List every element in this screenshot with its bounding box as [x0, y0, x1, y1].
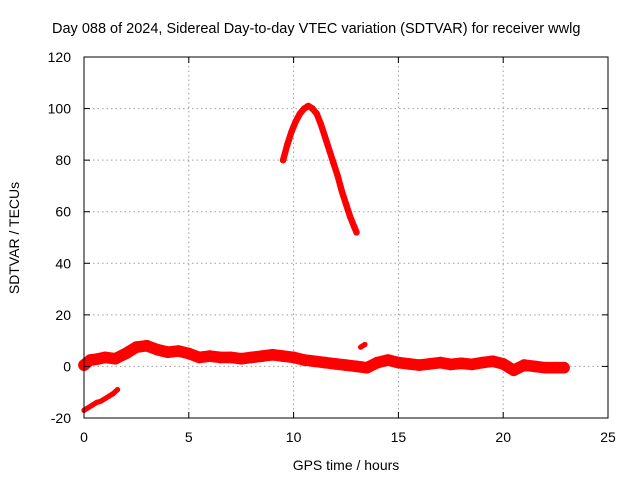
data-point — [99, 351, 111, 364]
data-point — [224, 351, 237, 364]
data-point — [497, 358, 510, 370]
y-tick-label: 80 — [55, 152, 71, 168]
data-point — [371, 356, 384, 369]
data-point — [361, 361, 373, 374]
x-tick-label: 0 — [80, 429, 88, 445]
data-point — [350, 360, 363, 373]
data-point — [382, 354, 394, 366]
y-tick-label: -20 — [51, 410, 71, 426]
data-point — [330, 159, 337, 166]
data-point — [549, 361, 562, 374]
data-point — [120, 347, 132, 360]
data-point — [183, 347, 195, 360]
data-point — [347, 213, 354, 221]
data-point — [288, 128, 295, 135]
x-tick-label: 5 — [185, 429, 193, 445]
data-point — [518, 359, 530, 371]
data-point — [313, 110, 320, 117]
data-point — [308, 355, 321, 368]
y-tick-label: 0 — [63, 358, 71, 374]
data-point — [321, 133, 329, 141]
axis-ticks: 0 5 10 15 20 25 -20 0 20 40 60 80 100 120 — [48, 49, 616, 445]
x-tick-label: 15 — [391, 429, 407, 445]
series-main-band — [78, 340, 570, 377]
plot-frame — [83, 56, 609, 419]
data-point — [256, 350, 269, 362]
data-point — [162, 346, 174, 359]
data-point — [204, 350, 216, 362]
data-point — [287, 351, 300, 364]
x-tick-label: 20 — [495, 429, 511, 445]
data-point — [558, 361, 570, 374]
data-point — [193, 351, 206, 364]
data-point — [106, 393, 112, 399]
grid-lines — [84, 57, 608, 418]
y-tick-label: 100 — [48, 101, 72, 117]
data-point — [362, 341, 368, 348]
data-point — [298, 354, 310, 366]
data-point — [214, 351, 226, 364]
x-axis-label: GPS time / hours — [293, 457, 400, 473]
data-point — [245, 351, 258, 364]
data-point — [130, 341, 143, 353]
data-point — [466, 358, 478, 371]
data-point — [114, 387, 121, 393]
data-point — [89, 402, 95, 408]
data-point — [434, 356, 447, 369]
data-point — [172, 345, 185, 357]
data-point — [413, 359, 426, 371]
data-point — [353, 229, 360, 236]
data-point — [279, 156, 287, 164]
chart-title: Day 088 of 2024, Sidereal Day-to-day VTE… — [52, 21, 580, 37]
data-point — [403, 358, 415, 370]
data-point — [94, 399, 100, 406]
data-point — [296, 110, 304, 117]
y-axis-label: SDTVAR / TECUs — [6, 182, 22, 294]
data-point — [85, 405, 91, 411]
data-point — [338, 187, 345, 195]
y-tick-label: 40 — [55, 255, 71, 271]
data-point — [141, 340, 153, 352]
data-point — [392, 356, 405, 369]
data-point — [317, 120, 324, 128]
data-point — [102, 396, 108, 402]
data-point — [358, 344, 364, 350]
x-tick-label: 25 — [600, 429, 616, 445]
data-point — [486, 355, 499, 368]
y-tick-label: 120 — [48, 49, 72, 65]
data-point — [151, 343, 164, 356]
data-point — [284, 141, 291, 148]
data-point — [110, 390, 116, 397]
series-small-segment — [358, 341, 368, 350]
series-early-descending — [81, 387, 121, 413]
data-series — [78, 102, 570, 413]
data-point — [351, 224, 358, 231]
data-point — [476, 356, 489, 369]
data-point — [98, 398, 104, 404]
data-point — [539, 361, 551, 374]
data-point — [109, 352, 122, 365]
data-point — [326, 146, 333, 153]
data-point — [329, 358, 342, 370]
data-point — [309, 105, 316, 112]
data-point — [319, 356, 331, 369]
data-point — [235, 352, 247, 365]
data-point — [292, 118, 299, 125]
data-point — [507, 364, 520, 377]
data-point — [266, 349, 279, 361]
data-point — [334, 172, 341, 179]
data-point — [340, 359, 352, 371]
y-tick-label: 60 — [55, 204, 71, 220]
data-point — [528, 360, 541, 373]
data-point — [455, 357, 468, 370]
data-point — [424, 358, 436, 370]
data-point — [445, 358, 457, 371]
x-tick-label: 10 — [286, 429, 302, 445]
y-tick-label: 20 — [55, 307, 71, 323]
data-point — [342, 200, 350, 208]
data-point — [277, 350, 289, 362]
series-arc — [279, 102, 360, 236]
